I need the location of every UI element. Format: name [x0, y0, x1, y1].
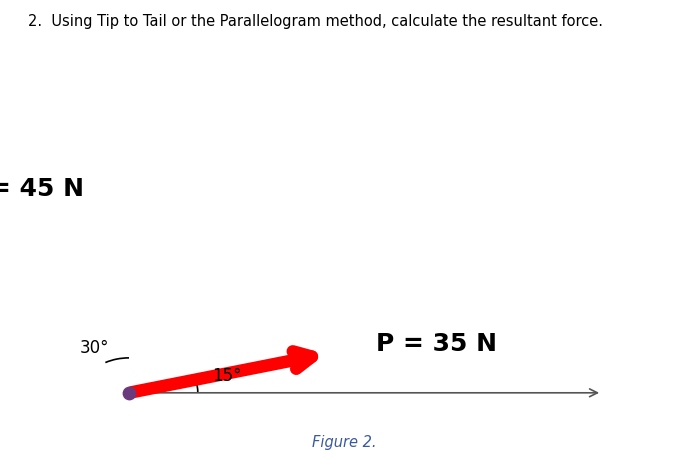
Point: [124, 389, 135, 397]
Text: 15°: 15°: [212, 367, 241, 386]
Text: Figure 2.: Figure 2.: [312, 435, 376, 450]
Text: 2.  Using Tip to Tail or the Parallelogram method, calculate the resultant force: 2. Using Tip to Tail or the Parallelogra…: [28, 14, 603, 29]
Text: 30°: 30°: [80, 339, 109, 356]
Text: Q = 45 N: Q = 45 N: [0, 177, 83, 201]
Text: P = 35 N: P = 35 N: [376, 332, 497, 356]
